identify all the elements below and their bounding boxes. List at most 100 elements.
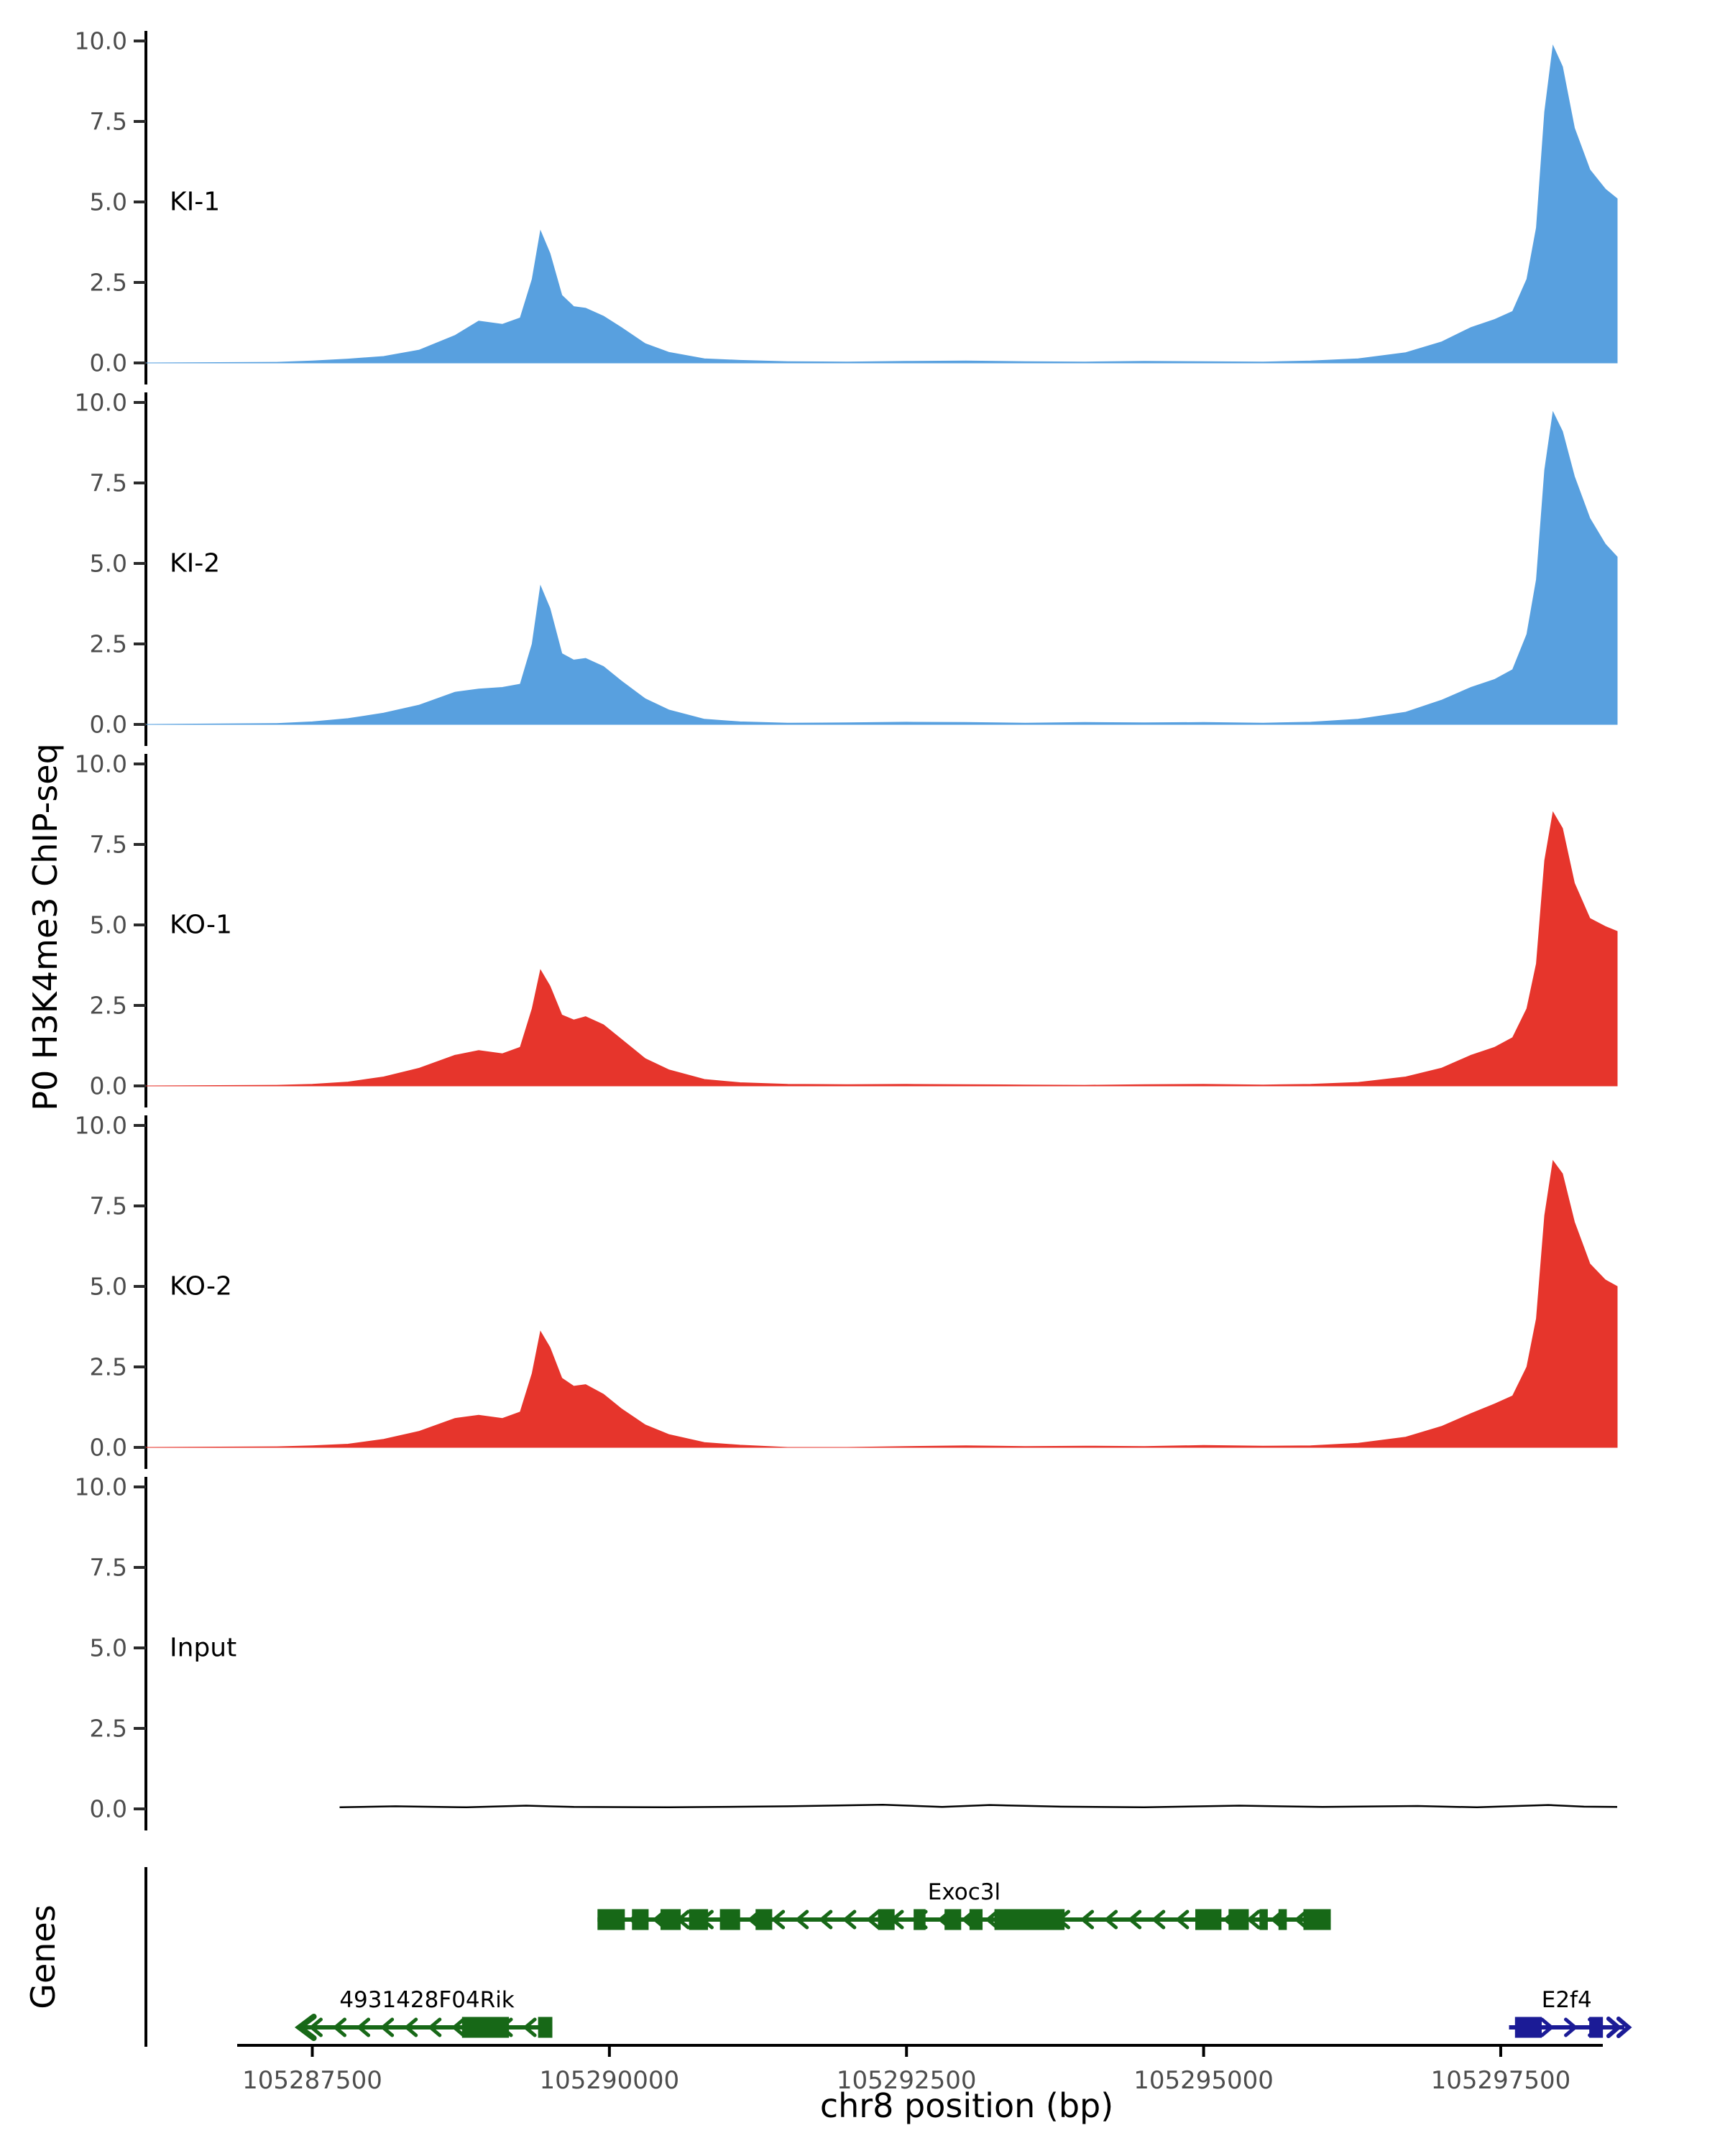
genes-panel-label: Genes — [24, 1904, 63, 2009]
strand-chevron-icon — [451, 2017, 466, 2037]
strand-chevron-icon — [1080, 1909, 1095, 1930]
strand-chevron-icon — [1103, 1909, 1118, 1930]
exon-box — [538, 2017, 553, 2038]
track-label-KO-1: KO-1 — [170, 911, 232, 940]
track-Input-signal-line — [339, 1803, 1618, 1809]
track-panel-KO-2: 0.0 2.5 5.0 7.5 10.0 KO-2 — [75, 1112, 1618, 1469]
transcript-end-arrow-icon — [1606, 2017, 1622, 2038]
y-tick-label: 0.0 — [90, 711, 127, 739]
y-tick-label: 0.0 — [90, 1072, 127, 1100]
x-tick-label: 105290000 — [540, 2066, 680, 2095]
exon-box — [1259, 1909, 1268, 1930]
exon-box — [1514, 2017, 1542, 2038]
track-label-KI-1: KI-1 — [170, 188, 220, 217]
y-tick-label: 5.0 — [90, 550, 127, 578]
gene-E2f4: E2f4 — [1509, 1987, 1632, 2038]
y-tick-label: 0.0 — [90, 1434, 127, 1462]
y-tick-label: 0.0 — [90, 349, 127, 377]
y-tick-label: 2.5 — [90, 1353, 127, 1381]
strand-chevron-icon — [523, 2017, 537, 2037]
exon-box — [689, 1909, 709, 1930]
y-tick-label: 7.5 — [90, 1554, 127, 1582]
y-tick-label: 5.0 — [90, 1634, 127, 1662]
strand-chevron-icon — [1564, 2017, 1578, 2037]
signal-tracks-layer: 0.0 2.5 5.0 7.5 10.0 KI-1 0.0 2.5 5.0 7.5 10.0 KI-2… — [75, 27, 1618, 1830]
gene-4931428F04Rik: 4931428F04Rik — [294, 1987, 553, 2041]
exon-box — [1278, 1909, 1287, 1930]
y-tick-label: 5.0 — [90, 911, 127, 939]
exon-box — [1228, 1909, 1249, 1930]
strand-chevron-icon — [1151, 1909, 1166, 1930]
strand-chevron-icon — [427, 2017, 442, 2037]
y-tick-label: 10.0 — [75, 27, 127, 55]
exon-box — [755, 1909, 773, 1930]
exon-box — [994, 1909, 1065, 1930]
gene-label-E2f4: E2f4 — [1542, 1987, 1592, 2013]
track-KI-2-signal-area — [145, 410, 1618, 725]
y-axis-title: P0 H3K4me3 ChIP-seq — [26, 743, 65, 1111]
strand-chevron-icon — [1294, 1909, 1308, 1930]
strand-chevron-icon — [1127, 1909, 1142, 1930]
genes-track-layer: Exoc3l 4931428F04Rik E2f4 — [144, 1867, 1632, 2047]
x-axis-layer: 105287500 105290000 105292500 105295000 1052… — [237, 2044, 1603, 2095]
y-tick-label: 7.5 — [90, 469, 127, 497]
track-panel-Input: 0.0 2.5 5.0 7.5 10.0 Input — [75, 1473, 1618, 1830]
gene-label-Exoc3l: Exoc3l — [928, 1879, 1000, 1905]
strand-chevron-icon — [842, 1909, 857, 1930]
gene-label-4931428F04Rik: 4931428F04Rik — [339, 1987, 514, 2013]
track-KO-1-signal-area — [145, 811, 1618, 1087]
y-tick-label: 7.5 — [90, 108, 127, 136]
exon-box — [1303, 1909, 1331, 1930]
y-tick-label: 10.0 — [75, 1473, 127, 1501]
strand-chevron-icon — [403, 2017, 418, 2037]
exon-box — [1195, 1909, 1222, 1930]
strand-chevron-icon — [1540, 2017, 1555, 2037]
x-axis-title: chr8 position (bp) — [820, 2086, 1113, 2125]
strand-chevron-icon — [1174, 1909, 1190, 1930]
exon-box — [660, 1909, 681, 1930]
strand-chevron-icon — [985, 1909, 999, 1930]
exon-box — [914, 1909, 926, 1930]
strand-chevron-icon — [380, 2017, 395, 2037]
x-tick-label: 105295000 — [1133, 2066, 1274, 2095]
y-tick-label: 7.5 — [90, 1192, 127, 1220]
track-KI-1-signal-area — [145, 44, 1618, 364]
y-tick-label: 10.0 — [75, 750, 127, 778]
y-tick-label: 7.5 — [90, 831, 127, 859]
gene-Exoc3l: Exoc3l — [597, 1879, 1331, 1930]
y-tick-label: 5.0 — [90, 1273, 127, 1301]
exon-box — [632, 1909, 649, 1930]
track-panel-KI-1: 0.0 2.5 5.0 7.5 10.0 KI-1 — [75, 27, 1618, 384]
strand-chevron-icon — [818, 1909, 833, 1930]
exon-box — [878, 1909, 895, 1930]
track-label-KO-2: KO-2 — [170, 1272, 232, 1302]
strand-chevron-icon — [770, 1909, 786, 1930]
track-panel-KO-1: 0.0 2.5 5.0 7.5 10.0 KO-1 — [75, 750, 1618, 1107]
exon-box — [1589, 2017, 1604, 2038]
y-tick-label: 2.5 — [90, 992, 127, 1020]
strand-chevron-icon — [866, 1909, 880, 1930]
y-tick-label: 5.0 — [90, 188, 127, 216]
transcript-end-arrow-icon — [1616, 2017, 1632, 2038]
y-tick-label: 2.5 — [90, 630, 127, 658]
exon-box — [969, 1909, 983, 1930]
x-tick-label: 105292500 — [837, 2066, 977, 2095]
exon-box — [597, 1909, 625, 1930]
strand-chevron-icon — [794, 1909, 809, 1930]
strand-chevron-icon — [308, 2017, 323, 2037]
exon-box — [719, 1909, 740, 1930]
y-tick-label: 10.0 — [75, 1112, 127, 1140]
y-tick-label: 2.5 — [90, 1715, 127, 1743]
strand-chevron-icon — [356, 2017, 371, 2037]
y-tick-label: 2.5 — [90, 269, 127, 297]
exon-box — [944, 1909, 962, 1930]
y-tick-label: 10.0 — [75, 389, 127, 417]
track-label-KI-2: KI-2 — [170, 549, 220, 579]
x-tick-label: 105297500 — [1431, 2066, 1571, 2095]
track-panel-KI-2: 0.0 2.5 5.0 7.5 10.0 KI-2 — [75, 389, 1618, 746]
track-KO-2-signal-area — [145, 1160, 1618, 1448]
strand-chevron-icon — [332, 2017, 347, 2037]
strand-chevron-icon — [1246, 1909, 1261, 1930]
